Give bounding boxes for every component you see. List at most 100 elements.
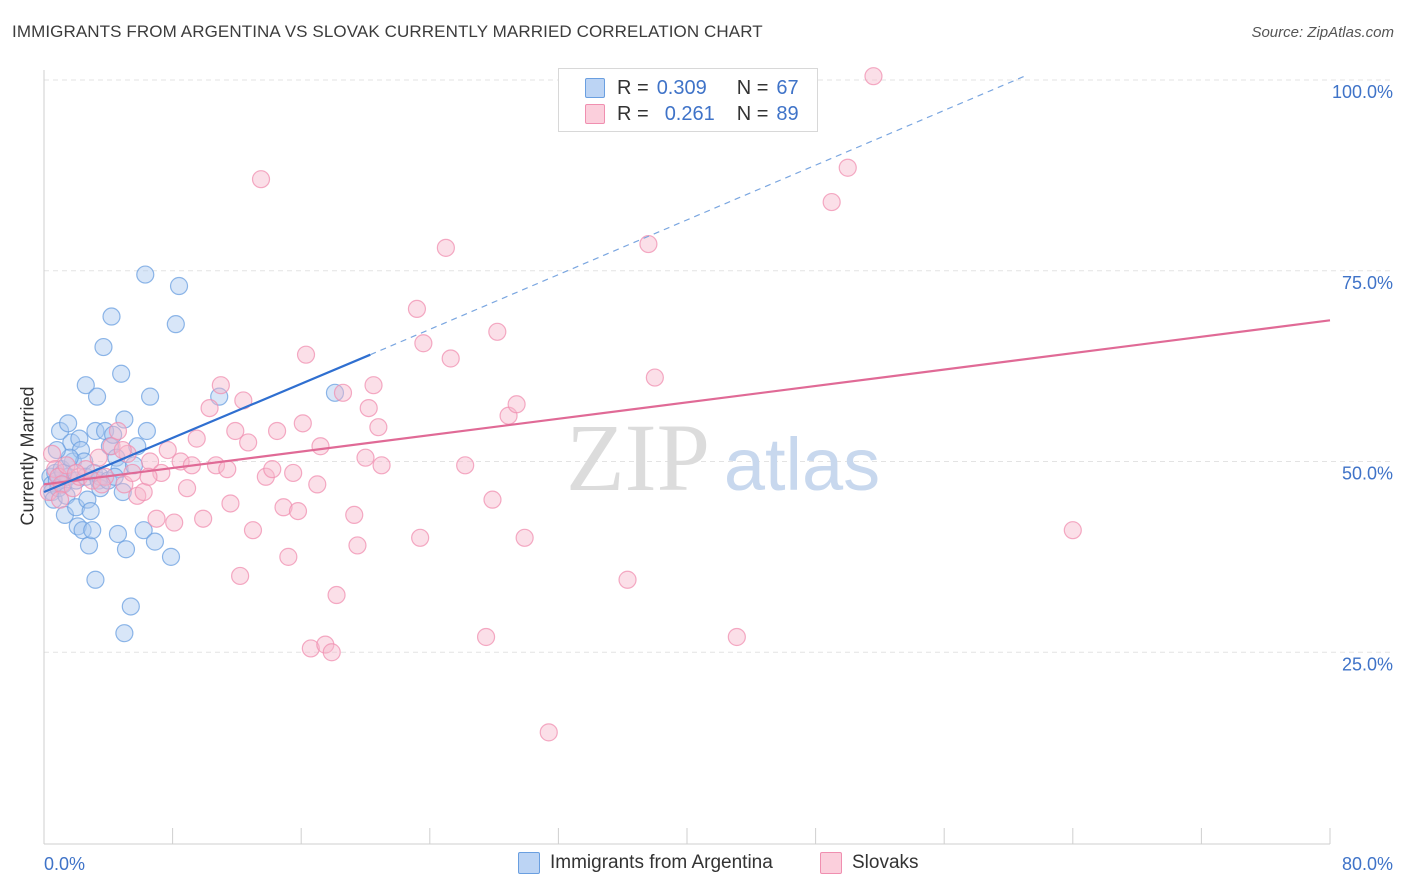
legend-r-value: 0.309: [656, 76, 707, 99]
legend-n-label: N =: [736, 102, 769, 125]
slovaks-point: [147, 509, 166, 528]
slovaks-point: [645, 368, 664, 387]
slovaks-point: [267, 421, 287, 441]
argentina-point: [59, 414, 78, 433]
slovaks-point: [441, 349, 460, 368]
slovaks-point: [256, 467, 275, 486]
argentina-point: [140, 387, 160, 406]
legend-bottom: Immigrants from Argentina Slovaks: [0, 852, 1406, 878]
slovaks-point: [1063, 521, 1082, 540]
slovaks-point: [288, 501, 308, 521]
tick-labels: 25.0% 50.0% 75.0% 100.0% 0.0% 80.0%: [44, 82, 1393, 874]
argentina-point: [169, 276, 189, 296]
slovaks-point: [194, 509, 213, 528]
argentina-point: [113, 482, 132, 502]
legend-n-label: N =: [736, 76, 769, 99]
slovaks-point: [372, 456, 391, 475]
slovaks-point: [822, 192, 841, 212]
slovaks-point: [414, 334, 433, 353]
legend-item-slovaks: Slovaks: [820, 852, 919, 874]
legend-stats: R = 0.309 N = 67 R = 0.261 N = 89: [558, 68, 818, 132]
slovaks-point: [364, 376, 383, 395]
trend-line-slovaks: [43, 319, 1331, 486]
slovaks-point: [838, 158, 857, 177]
slovaks-point: [369, 418, 388, 437]
legend-swatch-argentina: [585, 78, 605, 98]
argentina-point: [70, 429, 89, 448]
slovaks-point: [356, 448, 375, 467]
slovaks-point: [274, 498, 293, 517]
trend-lines: [43, 75, 1331, 494]
slovaks-point: [345, 505, 364, 525]
slovaks-point: [239, 433, 258, 452]
slovaks-point: [89, 448, 108, 467]
slovaks-point: [92, 475, 111, 494]
x-tick-label: 0.0%: [44, 854, 85, 874]
watermark: ZIP atlas: [566, 404, 880, 511]
argentina-point: [94, 337, 113, 357]
argentina-point: [115, 410, 134, 429]
argentina-point: [86, 570, 105, 589]
slovaks-point: [221, 494, 240, 513]
slovaks-point: [515, 528, 534, 547]
argentina-point: [116, 540, 136, 559]
x-tick-label: 80.0%: [1342, 854, 1393, 874]
argentina-point: [79, 536, 99, 555]
slovaks-point: [411, 528, 430, 547]
chart-title: IMMIGRANTS FROM ARGENTINA VS SLOVAK CURR…: [12, 22, 763, 41]
argentina-point: [86, 421, 105, 441]
slovaks-point: [311, 437, 330, 456]
y-tick-label: 100.0%: [1332, 82, 1393, 102]
slovaks-point: [407, 299, 427, 318]
legend-r-label: R =: [617, 76, 649, 99]
argentina-point: [136, 265, 155, 284]
slovaks-point: [456, 456, 475, 475]
slovaks-point: [316, 635, 335, 654]
watermark-atlas: atlas: [724, 423, 880, 506]
slovaks-point: [263, 460, 282, 479]
argentina-point: [73, 521, 92, 540]
slovaks-point: [134, 482, 153, 502]
legend-r-value: 0.261: [664, 102, 715, 125]
slovaks-point: [639, 234, 658, 254]
slovaks-point: [158, 440, 177, 460]
legend-r-label: R =: [617, 102, 649, 125]
argentina-point: [102, 307, 121, 326]
argentina-point: [166, 315, 185, 334]
slovaks-point: [322, 643, 341, 662]
slovaks-point: [50, 490, 70, 509]
argentina-point: [137, 421, 156, 441]
argentina-point: [76, 376, 95, 395]
legend-item-argentina: Immigrants from Argentina: [518, 852, 773, 874]
watermark-zip: ZIP: [566, 404, 710, 511]
slovaks-point: [226, 421, 245, 441]
slovaks-point: [102, 437, 121, 456]
y-tick-label: 50.0%: [1342, 464, 1393, 484]
argentina-point: [87, 387, 107, 406]
argentina-point: [81, 501, 100, 521]
legend-swatch-slovaks: [585, 104, 605, 124]
slovaks-point: [507, 395, 526, 414]
slovaks-point: [476, 627, 496, 647]
legend-label-slovaks: Slovaks: [852, 852, 919, 873]
argentina-point: [161, 547, 181, 566]
slovaks-point: [864, 67, 883, 86]
source-label: Source: ZipAtlas.com: [1251, 24, 1394, 41]
grid-lines: [44, 79, 1393, 653]
slovaks-point: [348, 536, 367, 555]
slovaks-point: [727, 627, 746, 647]
slovaks-point: [488, 322, 507, 341]
legend-row-argentina: R = 0.309 N = 67: [585, 75, 799, 101]
y-tick-label: 25.0%: [1342, 654, 1393, 674]
slovaks-point: [187, 429, 206, 448]
y-axis-label: Currently Married: [17, 386, 38, 526]
argentina-point: [83, 521, 102, 540]
legend-label-argentina: Immigrants from Argentina: [550, 852, 773, 873]
argentina-point: [134, 521, 153, 540]
legend-n-value: 67: [776, 76, 799, 99]
slovaks-point: [296, 345, 316, 364]
argentina-point: [115, 624, 134, 643]
slovaks-point: [301, 639, 320, 658]
legend-row-slovaks: R = 0.261 N = 89: [585, 101, 799, 127]
slovaks-point: [359, 398, 378, 418]
